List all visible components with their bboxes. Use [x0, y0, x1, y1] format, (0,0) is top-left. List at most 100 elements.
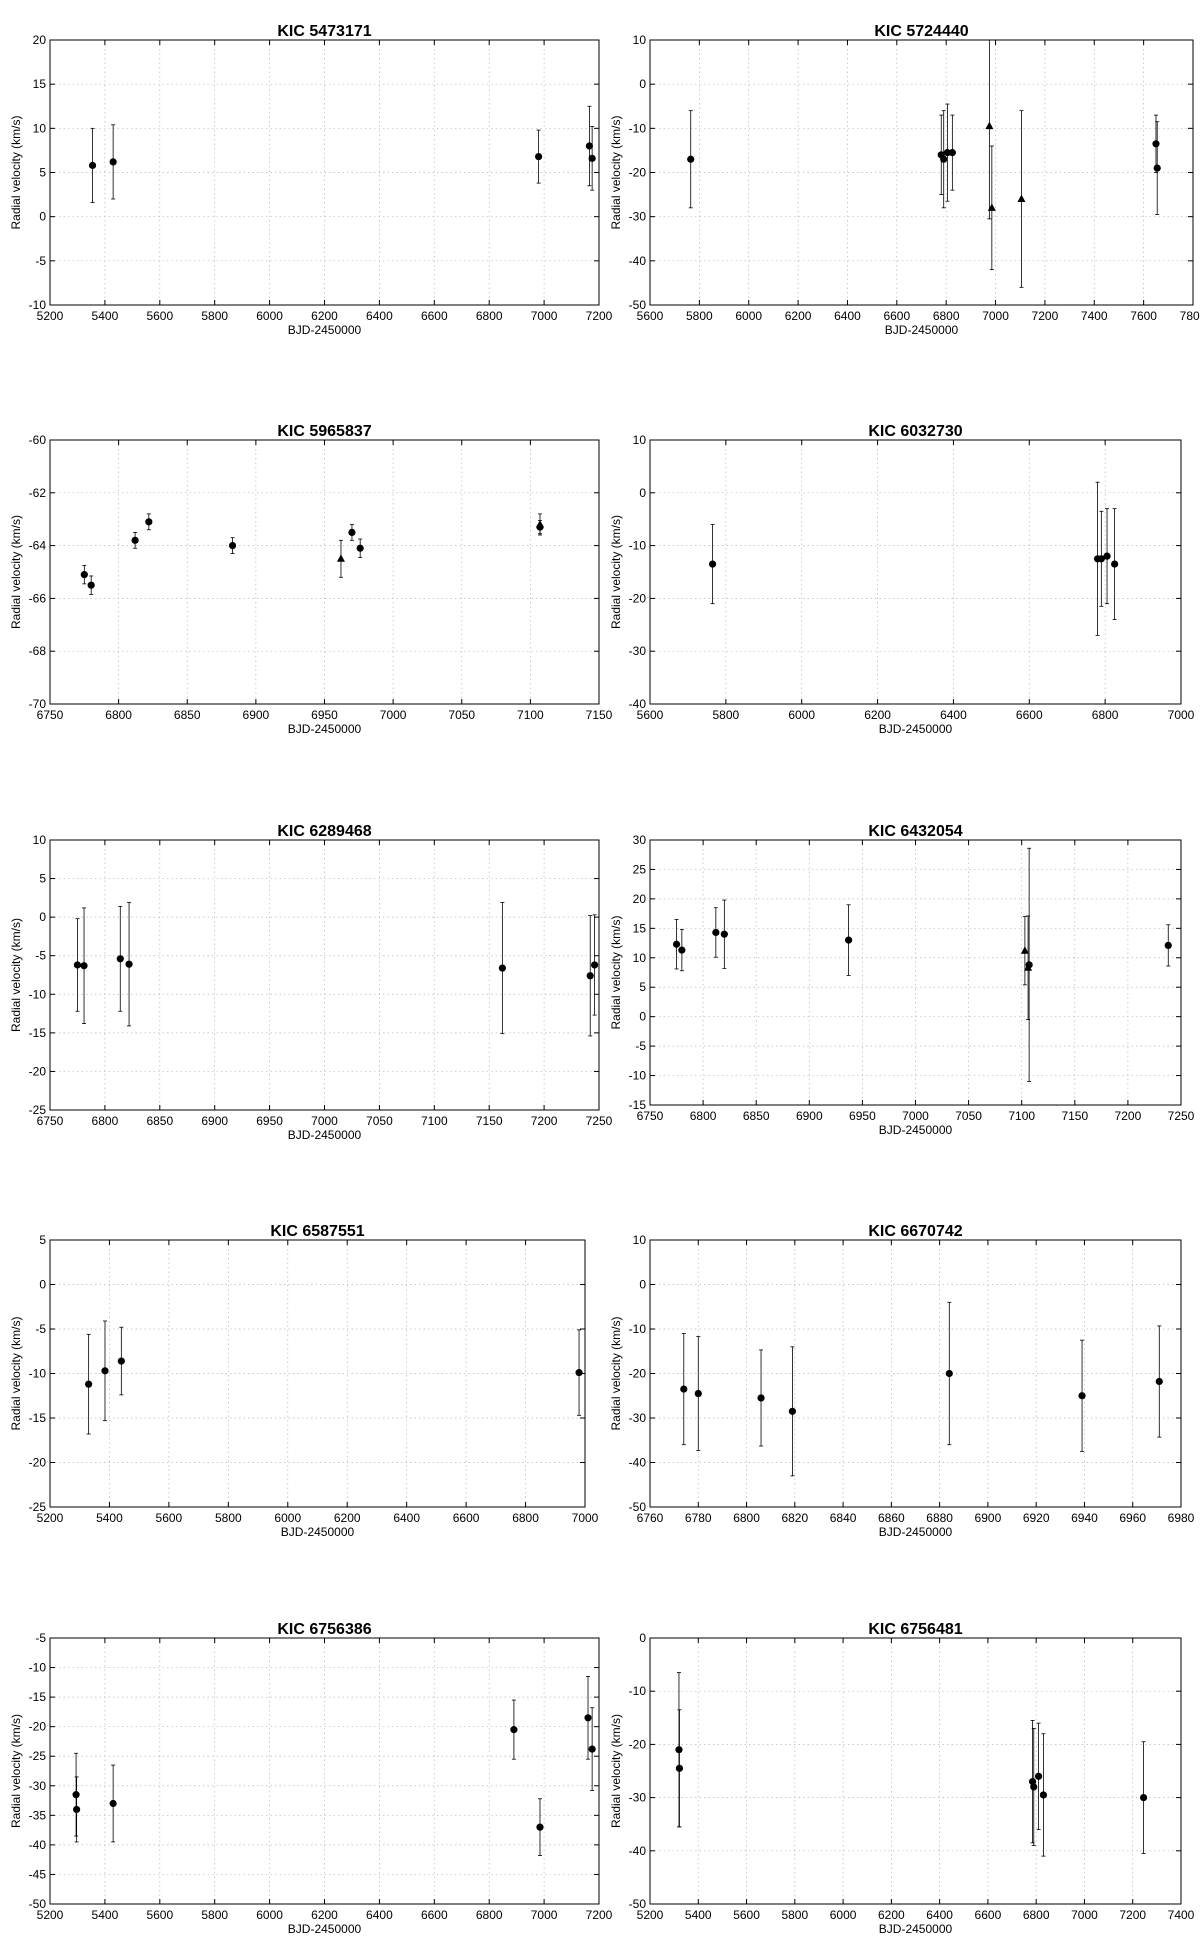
data-point: [498, 964, 506, 972]
data-point: [945, 1369, 953, 1378]
x-tick-label: 6000: [256, 1908, 283, 1922]
chart-title: KIC 5724440: [874, 23, 968, 40]
y-tick-label: -40: [29, 1838, 47, 1852]
chart-panel-10: 5200 5400 5600 5800 6000 6200 6400 6600 6800 7000…: [609, 1621, 1195, 1936]
x-tick-label: 6600: [453, 1511, 480, 1525]
data-point: [1097, 555, 1105, 563]
x-tick-label: 7000: [902, 1109, 929, 1123]
chart-title: KIC 5473171: [277, 23, 371, 40]
y-tick-label: -60: [29, 433, 47, 447]
y-tick-label: 10: [633, 33, 647, 47]
data-point: [101, 1367, 109, 1375]
y-tick-label: -5: [35, 254, 46, 268]
data-point: [948, 149, 956, 157]
data-point: [125, 960, 133, 968]
y-tick-label: -20: [629, 1367, 647, 1381]
x-tick-label: 6600: [975, 1908, 1002, 1922]
y-tick-label: -10: [629, 539, 647, 553]
x-axis-label: BJD-2450000: [281, 1525, 355, 1539]
plot-frame: [649, 439, 1182, 705]
x-tick-label: 7150: [476, 1114, 503, 1128]
chart-panel-2: 5600 5800 6000 6200 6400 6600 6800 7000 7200 7400…: [609, 23, 1200, 337]
x-tick-label: 6400: [393, 1511, 420, 1525]
x-tick-label: 7000: [531, 309, 558, 323]
chart-panel-4: 5600 5800 6000 6200 6400 6600 6800 7000 -40 -30 -2…: [609, 423, 1195, 736]
y-axis-label: Radial velocity (km/s): [609, 115, 623, 229]
y-tick-label: -30: [629, 1791, 647, 1805]
y-tick-label: 0: [639, 1010, 646, 1024]
data-point-triangle: [336, 554, 345, 562]
x-tick-label: 5600: [637, 309, 664, 323]
x-axis-label: BJD-2450000: [288, 722, 362, 736]
y-tick-label: 10: [33, 121, 47, 135]
y-tick-label: -15: [29, 1026, 47, 1040]
x-tick-label: 6400: [940, 708, 967, 722]
data-point: [356, 544, 364, 552]
x-tick-label: 6940: [1071, 1511, 1098, 1525]
data-point: [584, 1714, 592, 1722]
x-tick-label: 5400: [92, 1908, 119, 1922]
x-tick-label: 7050: [366, 1114, 393, 1128]
data-point-triangle: [985, 121, 994, 130]
x-tick-label: 6950: [311, 708, 338, 722]
x-tick-label: 5800: [686, 309, 713, 323]
y-axis-label: Radial velocity (km/s): [609, 1714, 623, 1828]
x-tick-label: 7000: [531, 1908, 558, 1922]
x-tick-label: 5800: [781, 1908, 808, 1922]
y-tick-label: -30: [29, 1779, 47, 1793]
data-point: [109, 158, 117, 166]
x-tick-label: 6750: [37, 1114, 64, 1128]
x-tick-label: 7100: [517, 708, 544, 722]
data-point: [1078, 1392, 1086, 1400]
x-tick-label: 7200: [1115, 1109, 1142, 1123]
x-tick-label: 6840: [830, 1511, 857, 1525]
x-axis-label: BJD-2450000: [288, 323, 362, 337]
x-tick-label: 7050: [955, 1109, 982, 1123]
x-tick-label: 6600: [883, 309, 910, 323]
y-axis-label: Radial velocity (km/s): [609, 915, 623, 1029]
x-tick-label: 5600: [637, 708, 664, 722]
x-tick-label: 6850: [146, 1114, 173, 1128]
y-axis-label: Radial velocity (km/s): [9, 1316, 23, 1430]
x-tick-label: 5200: [37, 1908, 64, 1922]
y-tick-label: -70: [29, 697, 47, 711]
data-point: [757, 1394, 765, 1402]
x-tick-label: 5600: [733, 1908, 760, 1922]
x-tick-label: 5200: [37, 1511, 64, 1525]
y-tick-label: -64: [29, 539, 47, 553]
data-point: [940, 155, 948, 163]
x-tick-label: 7200: [531, 1114, 558, 1128]
y-tick-label: -40: [629, 254, 647, 268]
chart-panel-1: 5200 5400 5600 5800 6000 6200 6400 6600 6800 7000…: [9, 23, 613, 337]
y-tick-label: -40: [629, 697, 647, 711]
data-point: [1111, 560, 1119, 568]
x-tick-label: 6000: [735, 309, 762, 323]
x-tick-label: 6200: [785, 309, 812, 323]
y-axis-label: Radial velocity (km/s): [9, 115, 23, 229]
x-axis-label: BJD-2450000: [879, 1123, 953, 1137]
x-tick-label: 6600: [421, 1908, 448, 1922]
y-tick-label: 5: [39, 1233, 46, 1247]
data-point: [675, 1746, 683, 1754]
x-tick-label: 6980: [1168, 1511, 1195, 1525]
chart-title: KIC 6587551: [270, 1223, 364, 1240]
y-tick-label: -10: [29, 1661, 47, 1675]
x-tick-label: 5800: [201, 1908, 228, 1922]
data-point: [117, 1357, 125, 1365]
x-axis-label: BJD-2450000: [879, 1525, 953, 1539]
y-tick-label: -20: [29, 1456, 47, 1470]
y-tick-label: -50: [29, 1897, 47, 1911]
data-point: [1155, 1377, 1163, 1386]
x-tick-label: 6950: [849, 1109, 876, 1123]
plot-frame: [649, 1637, 1182, 1905]
y-axis-label: Radial velocity (km/s): [609, 1316, 623, 1430]
x-tick-label: 6400: [834, 309, 861, 323]
data-point: [535, 153, 543, 161]
y-tick-label: 15: [33, 77, 47, 91]
x-axis-label: BJD-2450000: [879, 722, 953, 736]
x-axis-label: BJD-2450000: [885, 323, 959, 337]
x-tick-label: 6000: [788, 708, 815, 722]
x-tick-label: 5600: [156, 1511, 183, 1525]
x-tick-label: 7250: [1168, 1109, 1195, 1123]
y-tick-label: 20: [33, 33, 47, 47]
